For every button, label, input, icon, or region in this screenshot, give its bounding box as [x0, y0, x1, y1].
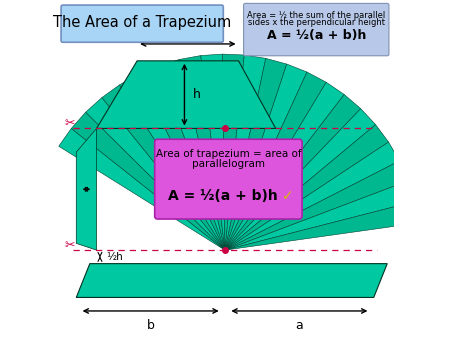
Polygon shape — [180, 55, 225, 250]
Polygon shape — [225, 109, 376, 250]
Text: ✓: ✓ — [282, 189, 293, 203]
Text: Area = ½ the sum of the parallel: Area = ½ the sum of the parallel — [247, 11, 385, 20]
Polygon shape — [201, 54, 225, 250]
Polygon shape — [225, 58, 287, 250]
Text: b: b — [147, 319, 155, 332]
Polygon shape — [97, 61, 276, 128]
Polygon shape — [225, 142, 400, 250]
Text: ✂: ✂ — [64, 117, 75, 130]
Text: h: h — [193, 88, 201, 101]
Polygon shape — [120, 74, 225, 250]
Text: A = ½(a + b)h: A = ½(a + b)h — [266, 29, 366, 42]
FancyBboxPatch shape — [243, 3, 389, 56]
Text: ½h: ½h — [107, 252, 123, 262]
Polygon shape — [225, 55, 266, 250]
Polygon shape — [225, 201, 419, 250]
Polygon shape — [158, 59, 225, 250]
Polygon shape — [102, 85, 225, 250]
Polygon shape — [71, 112, 225, 250]
FancyBboxPatch shape — [61, 5, 223, 42]
Polygon shape — [86, 98, 225, 250]
Polygon shape — [59, 128, 225, 250]
Polygon shape — [225, 64, 307, 250]
Polygon shape — [139, 66, 225, 250]
FancyBboxPatch shape — [155, 139, 302, 219]
Polygon shape — [225, 95, 361, 250]
Text: ✂: ✂ — [64, 239, 75, 251]
Polygon shape — [225, 82, 344, 250]
Text: parallelogram: parallelogram — [192, 159, 265, 169]
Polygon shape — [76, 264, 387, 297]
Text: a: a — [184, 24, 192, 37]
Text: a: a — [296, 319, 303, 332]
Polygon shape — [225, 125, 388, 250]
Polygon shape — [225, 72, 326, 250]
Text: Area of trapezium = area of: Area of trapezium = area of — [156, 149, 301, 159]
Polygon shape — [225, 181, 415, 250]
Text: The Area of a Trapezium: The Area of a Trapezium — [53, 16, 231, 30]
Polygon shape — [222, 54, 244, 250]
Polygon shape — [225, 161, 408, 250]
Polygon shape — [76, 128, 97, 250]
Text: sides x the perpendicular height: sides x the perpendicular height — [248, 18, 385, 27]
Text: A = ½(a + b)h: A = ½(a + b)h — [168, 189, 278, 203]
